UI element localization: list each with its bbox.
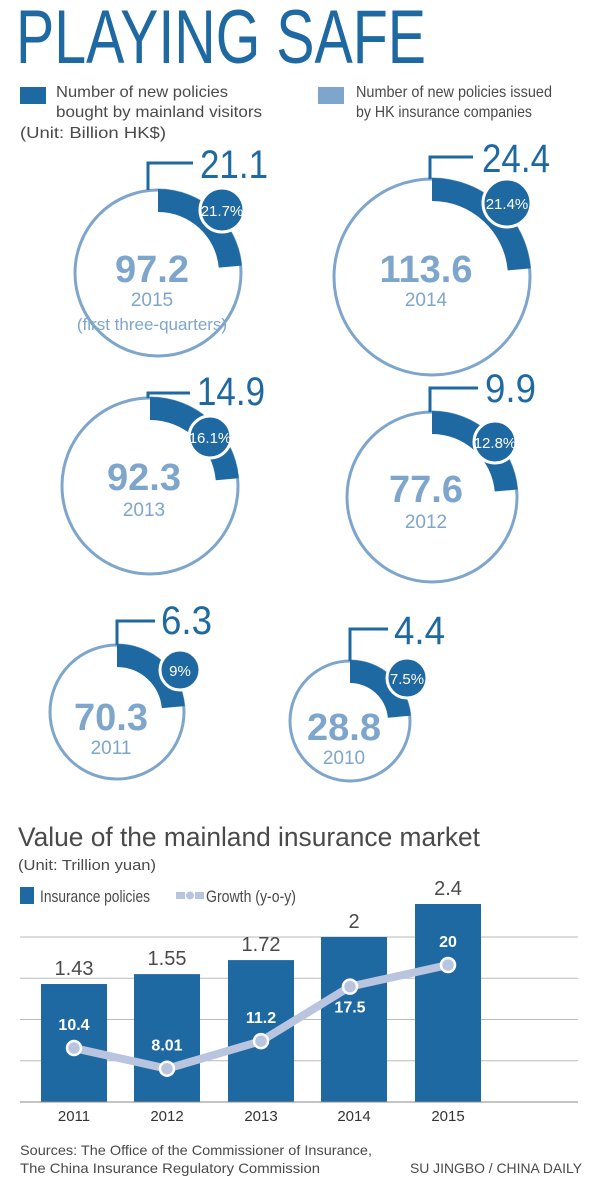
sources-line2: The China Insurance Regulatory Commissio… <box>20 1160 320 1176</box>
x-tick-label: 2011 <box>58 1108 90 1125</box>
donut-arc-mainland <box>350 660 411 718</box>
bar-value-label: 1.43 <box>55 958 94 980</box>
bar-2015 <box>415 904 481 1102</box>
donut-arc-mainland <box>432 411 518 492</box>
leader-line <box>146 161 193 190</box>
share-label: 21.7% <box>201 203 244 220</box>
share-label: 7.5% <box>390 671 424 688</box>
mainland-value: 21.1 <box>200 143 268 187</box>
growth-value-label: 20 <box>439 934 457 951</box>
legend-swatch-growth <box>176 891 204 900</box>
share-label: 16.1% <box>189 430 232 447</box>
share-badge <box>158 648 202 692</box>
legend-label-mainland-line1: Number of new policies <box>56 84 228 101</box>
growth-point <box>439 956 457 974</box>
bar-value-label: 2 <box>348 911 359 933</box>
bar-value-label: 2.4 <box>434 878 462 900</box>
year-label: 2013 <box>123 500 165 521</box>
legend: Number of new policies bought by mainlan… <box>20 84 552 142</box>
share-label: 12.8% <box>474 435 517 452</box>
year-label: 2015 <box>131 290 173 311</box>
total-value: 92.3 <box>107 457 181 499</box>
share-badge <box>187 414 233 460</box>
legend-swatch-policies <box>20 887 34 904</box>
total-value: 28.8 <box>307 707 381 749</box>
legend-label-growth: Growth (y-o-y) <box>206 887 296 906</box>
page-title: PLAYING SAFE <box>16 0 426 80</box>
x-tick-label: 2014 <box>337 1108 370 1125</box>
bar-2012 <box>134 974 200 1102</box>
mainland-value: 4.4 <box>394 609 445 653</box>
share-badge <box>481 177 533 229</box>
mainland-value: 9.9 <box>485 367 536 411</box>
share-badge <box>198 186 246 234</box>
unit-label: (Unit: Billion HK$) <box>20 125 166 142</box>
legend-label-policies: Insurance policies <box>40 887 150 906</box>
leader-line <box>428 386 478 412</box>
bar-chart: Value of the mainland insurance market (… <box>18 822 578 1125</box>
credit: SU JINGBO / CHINA DAILY <box>410 1160 583 1176</box>
mainland-value: 24.4 <box>482 137 550 181</box>
mainland-value: 6.3 <box>161 599 212 643</box>
total-value: 77.6 <box>389 469 463 511</box>
donut-arc-mainland <box>158 189 242 268</box>
growth-point <box>341 978 359 995</box>
growth-point <box>252 1032 270 1050</box>
donut-arc-mainland <box>150 397 239 481</box>
footer: Sources: The Office of the Commissioner … <box>20 1142 583 1176</box>
total-value: 70.3 <box>74 697 148 739</box>
share-badge <box>385 656 429 700</box>
total-value: 113.6 <box>380 249 473 291</box>
legend-label-hk-line2: by HK insurance companies <box>356 104 532 121</box>
growth-value-label: 11.2 <box>246 1010 276 1027</box>
sources-line1: Sources: The Office of the Commissioner … <box>20 1142 372 1158</box>
share-label: 21.4% <box>486 196 529 213</box>
growth-point <box>65 1039 83 1057</box>
growth-value-label: 10.4 <box>58 1017 89 1034</box>
x-tick-label: 2012 <box>150 1108 183 1125</box>
growth-value-label: 8.01 <box>151 1038 182 1055</box>
year-label: 2010 <box>323 748 365 769</box>
legend-label-mainland-line2: bought by mainland visitors <box>56 104 262 121</box>
donut-arc-mainland <box>432 178 531 271</box>
leader-line <box>146 391 190 398</box>
donut-arc-mainland <box>117 644 185 709</box>
year-label: 2012 <box>405 512 447 533</box>
legend-swatch-hk <box>318 87 344 104</box>
bar-chart-title: Value of the mainland insurance market <box>18 822 480 852</box>
share-label: 9% <box>169 663 191 680</box>
total-value: 97.2 <box>115 249 189 291</box>
bar-value-label: 1.55 <box>148 948 187 970</box>
bar-chart-unit: (Unit: Trillion yuan) <box>18 857 156 874</box>
legend-label-hk-line1: Number of new policies issued <box>356 84 552 101</box>
bar-2014 <box>321 937 387 1102</box>
bar-value-label: 1.72 <box>242 934 281 956</box>
year-label: 2011 <box>91 738 132 759</box>
x-tick-label: 2015 <box>431 1108 464 1125</box>
legend-swatch-mainland <box>20 87 46 104</box>
growth-value-label: 17.5 <box>334 1000 365 1017</box>
year-label: 2014 <box>405 290 448 311</box>
x-tick-label: 2013 <box>244 1108 277 1125</box>
period-note: (first three-quarters) <box>77 315 227 334</box>
mainland-value: 14.9 <box>197 370 265 414</box>
growth-point <box>158 1060 176 1077</box>
leader-line <box>348 627 388 661</box>
leader-line <box>115 619 155 645</box>
share-badge <box>472 419 518 465</box>
leader-line <box>428 155 473 179</box>
